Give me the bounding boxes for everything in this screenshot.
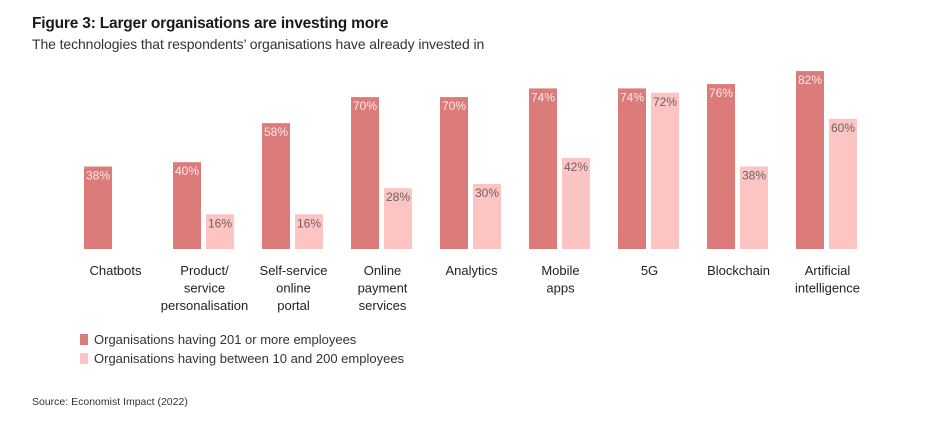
- bar-large-6: [618, 88, 646, 249]
- bar-small-2: [295, 214, 323, 249]
- chart-subtitle: The technologies that respondents’ organ…: [32, 36, 485, 52]
- bar-large-2: [262, 123, 290, 249]
- legend-label-large: Organisations having 201 or more employe…: [94, 332, 357, 347]
- bar-large-5: [529, 88, 557, 249]
- category-label-2-line-1: online: [276, 281, 311, 296]
- data-label-large-2: 58%: [264, 125, 288, 139]
- category-label-7-line-0: Blockchain: [707, 263, 770, 278]
- source-note: Source: Economist Impact (2022): [32, 396, 188, 408]
- bar-small-4: [473, 183, 501, 249]
- category-label-3-line-1: payment: [358, 281, 408, 296]
- data-label-small-6: 72%: [653, 95, 677, 109]
- bar-large-7: [707, 84, 735, 249]
- bar-large-1: [173, 162, 201, 249]
- category-label-0-line-0: Chatbots: [89, 263, 142, 278]
- data-label-large-6: 74%: [620, 90, 644, 104]
- bar-small-6: [651, 92, 679, 249]
- category-label-6-line-0: 5G: [641, 263, 658, 278]
- bar-small-7: [740, 166, 768, 249]
- data-label-small-3: 28%: [386, 190, 410, 204]
- legend: Organisations having 201 or more employe…: [80, 330, 404, 368]
- legend-label-small: Organisations having between 10 and 200 …: [94, 351, 405, 366]
- category-label-8-line-1: intelligence: [795, 281, 860, 296]
- data-label-small-5: 42%: [564, 160, 588, 174]
- data-label-large-0: 38%: [86, 169, 110, 183]
- bar-small-1: [206, 214, 234, 249]
- bar-large-4: [440, 97, 468, 249]
- data-label-large-8: 82%: [798, 73, 822, 87]
- category-label-2-line-0: Self-service: [260, 263, 328, 278]
- chart-title: Figure 3: Larger organisations are inves…: [32, 15, 389, 32]
- category-label-2-line-2: portal: [277, 298, 310, 313]
- legend-item-large: Organisations having 201 or more employe…: [80, 330, 404, 349]
- category-label-1-line-1: service: [184, 281, 225, 296]
- category-label-1-line-2: personalisation: [161, 298, 248, 313]
- bar-small-3: [384, 188, 412, 249]
- data-label-large-1: 40%: [175, 164, 199, 178]
- data-label-large-7: 76%: [709, 86, 733, 100]
- legend-swatch-large: [80, 334, 88, 345]
- category-label-5-line-0: Mobile: [541, 263, 579, 278]
- category-label-5-line-1: apps: [546, 281, 575, 296]
- data-label-small-1: 16%: [208, 216, 232, 230]
- category-label-4-line-0: Analytics: [445, 263, 498, 278]
- legend-item-small: Organisations having between 10 and 200 …: [80, 349, 404, 368]
- bar-large-0: [84, 166, 112, 249]
- bar-small-8: [829, 118, 857, 249]
- data-label-small-4: 30%: [475, 186, 499, 200]
- bar-large-8: [796, 71, 824, 249]
- data-label-large-4: 70%: [442, 99, 466, 113]
- data-label-large-3: 70%: [353, 99, 377, 113]
- bar-small-5: [562, 157, 590, 249]
- data-label-small-8: 60%: [831, 121, 855, 135]
- category-label-3-line-2: services: [359, 298, 407, 313]
- legend-swatch-small: [80, 353, 88, 364]
- bar-chart: 38% 40% 58% 70% 70% 74% 74% 76% 82% 16% 16% 28% 30% 4…: [84, 71, 860, 313]
- category-label-1-line-0: Product/: [180, 263, 229, 278]
- category-label-8-line-0: Artificial: [805, 263, 851, 278]
- data-label-small-7: 38%: [742, 169, 766, 183]
- bar-large-3: [351, 97, 379, 249]
- data-label-large-5: 74%: [531, 90, 555, 104]
- category-label-3-line-0: Online: [364, 263, 402, 278]
- data-label-small-2: 16%: [297, 216, 321, 230]
